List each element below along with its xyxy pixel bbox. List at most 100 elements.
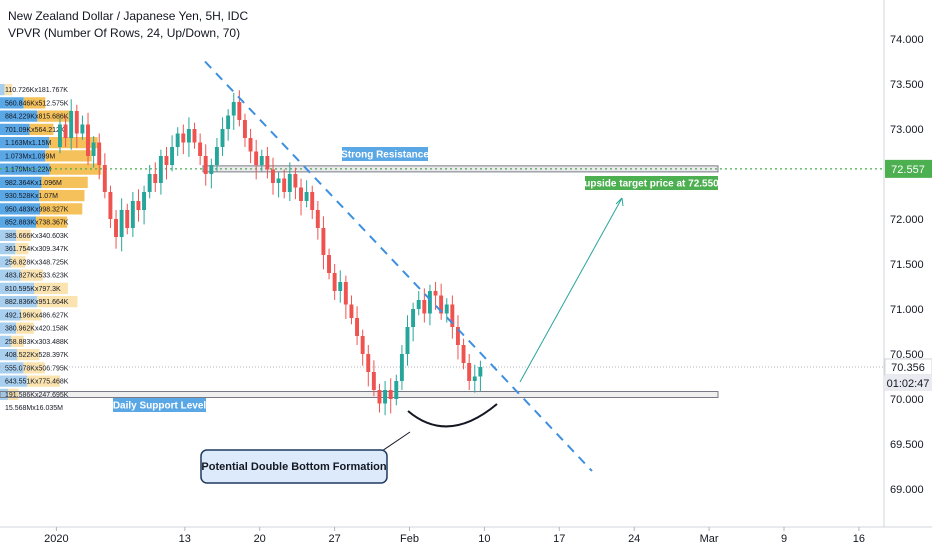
volume-profile-down-bar [40,203,83,215]
volume-profile-up-bar [0,309,21,321]
volume-profile-label: 110.726Kx181.767K [5,87,68,94]
chart-title: New Zealand Dollar / Japanese Yen, 5H, I… [8,9,249,23]
price-tick-label: 70.000 [890,394,924,406]
candle-body [310,192,315,210]
daily-support-label-text: Daily Support Level [113,401,207,412]
price-tick-label: 74.000 [890,34,924,46]
candle-body [63,124,68,138]
current-price-badge [885,159,932,178]
volume-profile-total: 15.568Mx16.035M [5,405,63,412]
strong-resistance-label-box[interactable] [342,147,428,161]
candle-body [355,318,360,336]
volume-profile-down-bar [10,335,24,347]
volume-profile-up-bar [0,110,38,122]
volume-profile-label: 1.163Mx1.15M [5,140,51,147]
candle-body [399,354,404,381]
candle-body [164,156,169,165]
volume-profile-down-bar [49,137,98,149]
volume-profile-label: 258.883Kx303.488K [5,339,69,346]
volume-profile-down-bar [16,322,34,334]
descending-trendline[interactable] [204,60,593,472]
candle-body [293,174,298,188]
support-zone[interactable] [0,391,719,398]
candle-body [58,124,62,147]
candle-body [102,165,107,192]
time-tick-label: 27 [328,533,340,545]
volume-profile-up-bar [0,362,24,374]
candle-body [332,273,337,291]
countdown-text: 01:02:47 [887,378,930,390]
volume-profile-label: 882.836Kx951.664K [5,299,69,306]
volume-profile-label: 385.666Kx340.603K [5,233,69,240]
volume-profile-label: 643.551Kx775.468K [5,379,69,386]
candle-body [450,304,455,327]
candle-body [119,210,124,237]
candle-body [343,282,348,305]
volume-profile-down-bar [39,190,85,202]
volume-profile-label: 560.846Kx512.575K [5,100,69,107]
price-tick-label: 71.000 [890,304,924,316]
volume-profile-up-bar [0,375,28,387]
candle-body [108,192,113,219]
candle-body [299,187,303,201]
candle-body [383,390,388,404]
candle-body [254,151,259,165]
candle-body [242,120,247,138]
resistance-zone[interactable] [202,165,719,173]
candle-body [315,210,320,228]
volume-profile-down-bar [23,97,46,109]
candle-body [170,147,175,165]
volume-profile-up-bar [0,176,42,188]
candle-body [472,376,477,381]
candle-body [203,156,208,174]
candle-body [287,174,292,192]
volume-profile-down-bar [16,229,31,241]
candle-body [439,295,444,314]
volume-profile-up-bar [0,282,35,294]
chart-legend: New Zealand Dollar / Japanese Yen, 5H, I… [8,8,248,42]
volume-profile-down-bar [27,375,60,387]
price-tick-label: 69.500 [890,439,924,451]
volume-profile-up-bar [0,190,40,202]
candle-body [282,178,287,192]
volume-profile-up-bar [0,322,17,334]
time-tick-label: Feb [400,533,419,545]
volume-profile-label: 380.962Kx420.158K [5,326,69,333]
candle-body [91,142,96,156]
volume-profile-label: 408.522Kx528.397K [5,352,69,359]
upside-target-label-box[interactable] [585,176,718,190]
candle-body [388,390,393,399]
volume-profile-down-bar [4,84,13,96]
volume-profile-down-bar [23,362,45,374]
candle-body [186,129,191,143]
candle-body [478,366,483,377]
candle-body [175,133,180,147]
volume-profile-label: 191.586Kx247.695K [5,392,69,399]
candle-body [271,169,275,183]
double-bottom-arc[interactable] [407,403,498,428]
time-tick-label: 9 [781,533,787,545]
candle-body [198,142,203,156]
volume-profile-up-bar [0,349,18,361]
volume-profile-label: 852.883Kx738.367K [5,220,69,227]
candle-body [181,133,186,143]
volume-profile-up-bar [0,269,21,281]
candle-body [455,327,460,345]
candle-body [371,372,376,390]
time-tick-label: 13 [179,533,191,545]
price-tick-label: 72.000 [890,214,924,226]
daily-support-label-box[interactable] [113,398,206,412]
time-tick-label: 24 [628,533,640,545]
candle-body [130,201,135,228]
volume-profile-up-bar [0,243,16,255]
volume-profile-down-bar [15,243,29,255]
volume-profile-down-bar [17,349,40,361]
double-bottom-callout[interactable] [200,449,388,484]
projection-arrow-line[interactable] [519,197,623,383]
candle-body [209,165,214,174]
price-tick-label: 73.500 [890,79,924,91]
volume-profile-label: 555.078Kx506.795K [5,365,69,372]
volume-profile-up-bar [0,163,50,175]
